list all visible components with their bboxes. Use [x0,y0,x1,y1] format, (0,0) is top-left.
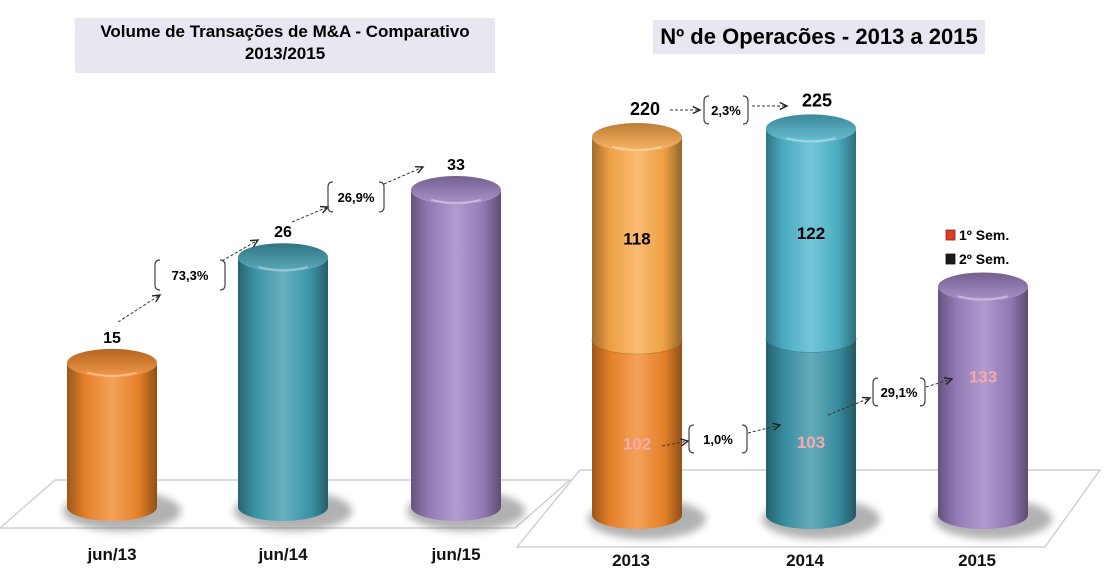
bar-jun/13-highlight [87,371,137,377]
x-tick-jun/14: jun/14 [257,545,308,564]
data-label-2013-2sem: 118 [623,229,650,248]
growth-arrow-1sem-b-line [747,424,781,434]
bar-2014-1sem-body [766,338,856,529]
growth-label-total: 2,3% [703,95,749,125]
legend-swatch-2 [945,253,956,265]
growth-arrow-1sem-a-line [661,440,689,447]
growth-label-jun13-jun14-bracket-left [154,259,161,291]
growth-label-total-text: 2,3% [711,103,741,118]
bar-2013-2sem [592,123,682,354]
growth-arrow-1b-arrowhead [249,239,260,248]
bar-2013-1sem-body [592,339,682,529]
bar-2014-2sem-cap [766,114,856,143]
growth-arrow-1a-arrowhead [151,294,162,303]
bar-2013-2sem-body [592,137,682,354]
bar-jun/15-cap [411,176,501,204]
chart-title-volume: Volume de Transações de M&A - Comparativ… [75,18,495,73]
growth-arrow-2015-a-arrowhead [861,396,872,405]
bar-jun/14-cap [238,243,328,272]
growth-arrow-2b [383,165,425,185]
growth-arrow-2015-b-line [925,378,953,388]
growth-label-1sem-2014-2015-bracket-right [919,377,926,407]
growth-label-jun14-jun15-text: 26,9% [338,190,375,205]
growth-arrow-2b-line [383,166,424,185]
bar-jun/15 [411,176,501,521]
x-tick-2013: 2013 [612,551,650,570]
growth-label-1sem-2014-2015-text: 29,1% [881,385,918,400]
x-tick-jun/15: jun/15 [430,545,480,564]
growth-arrow-2b-arrowhead [414,165,425,174]
growth-label-jun14-jun15: 26,9% [327,181,385,213]
bar-2014-2sem-body [766,128,856,353]
growth-label-total-bracket-right [742,95,749,125]
growth-arrow-1a [117,294,162,323]
x-tick-2014: 2014 [786,551,824,570]
growth-arrow-1b-line [221,239,259,262]
chart-title-operacoes: Nº de Operacões - 2013 a 2015 [653,20,985,54]
bar-2015-1sem-highlight [958,295,1008,301]
growth-arrow-1sem-b-arrowhead [772,422,782,431]
growth-label-1sem-2013-2014-bracket-left [688,424,695,454]
growth-arrow-2015-a [827,396,872,416]
growth-arrow-1b [221,239,260,262]
bar-jun/13-body [67,362,157,521]
data-label-jun/14: 26 [274,224,292,241]
growth-arrow-1a-line [117,294,161,323]
data-label-2014-1sem: 103 [797,433,825,452]
growth-label-jun14-jun15-bracket-left [327,181,334,213]
growth-arrow-1sem-a [661,438,690,447]
bar-jun/14-body [238,257,328,521]
bar-2013-2sem-highlight [612,145,662,151]
growth-arrow-total-b [752,101,789,111]
data-label-jun/15: 33 [447,157,465,174]
legend-swatch-1 [945,229,956,241]
growth-label-jun13-jun14: 73,3% [154,259,226,291]
total-label-2014: 225 [802,90,832,110]
bar-2015-1sem-body [938,286,1028,529]
growth-arrow-total-b-arrowhead [779,101,789,111]
growth-label-1sem-2013-2014: 1,0% [688,424,748,454]
growth-arrow-2015-b [925,377,954,388]
bar-2015-1sem [938,272,1028,529]
growth-arrow-2015-b-arrowhead [943,377,954,385]
bar-2015-1sem-cap [938,272,1028,301]
growth-label-1sem-2013-2014-text: 1,0% [703,432,733,447]
legend-label-2: 2º Sem. [959,251,1009,267]
bar-2014-2sem [766,114,856,353]
growth-arrow-1sem-b [747,422,782,434]
data-label-jun/13: 15 [103,330,121,347]
bar-jun/15-highlight [431,198,481,204]
bar-jun/14-highlight [258,266,308,272]
legend-label-1: 1º Sem. [959,227,1009,243]
growth-label-jun13-jun14-text: 73,3% [172,268,209,283]
growth-arrow-2a-line [291,206,329,223]
growth-label-1sem-2014-2015-bracket-left [872,377,879,407]
bar-2014-2sem-highlight [786,137,836,143]
growth-arrow-1sem-a-arrowhead [680,438,690,447]
growth-arrow-total-a [670,105,702,115]
growth-label-1sem-2014-2015: 29,1% [872,377,926,407]
bar-jun/13 [67,348,157,521]
x-tick-jun/13: jun/13 [86,545,136,564]
growth-label-jun13-jun14-bracket-right [219,259,226,291]
growth-label-jun14-jun15-bracket-right [378,181,385,213]
growth-label-total-bracket-left [703,95,710,125]
bar-jun/13-cap [67,348,157,377]
growth-arrow-2a [291,205,330,223]
data-label-2014-2sem: 122 [797,224,825,243]
growth-arrow-2015-a-line [827,397,871,416]
bar-2013-2sem-cap [592,123,682,151]
data-label-2015-1sem: 133 [969,367,997,386]
legend: 1º Sem. 2º Sem. [945,227,1009,267]
x-tick-2015: 2015 [958,551,996,570]
bar-jun/14 [238,243,328,521]
growth-label-1sem-2013-2014-bracket-right [741,424,748,454]
total-label-2013: 220 [630,99,660,119]
data-label-2013-1sem: 102 [623,435,651,454]
growth-arrow-total-a-arrowhead [692,105,702,115]
bar-jun/15-body [411,190,501,521]
